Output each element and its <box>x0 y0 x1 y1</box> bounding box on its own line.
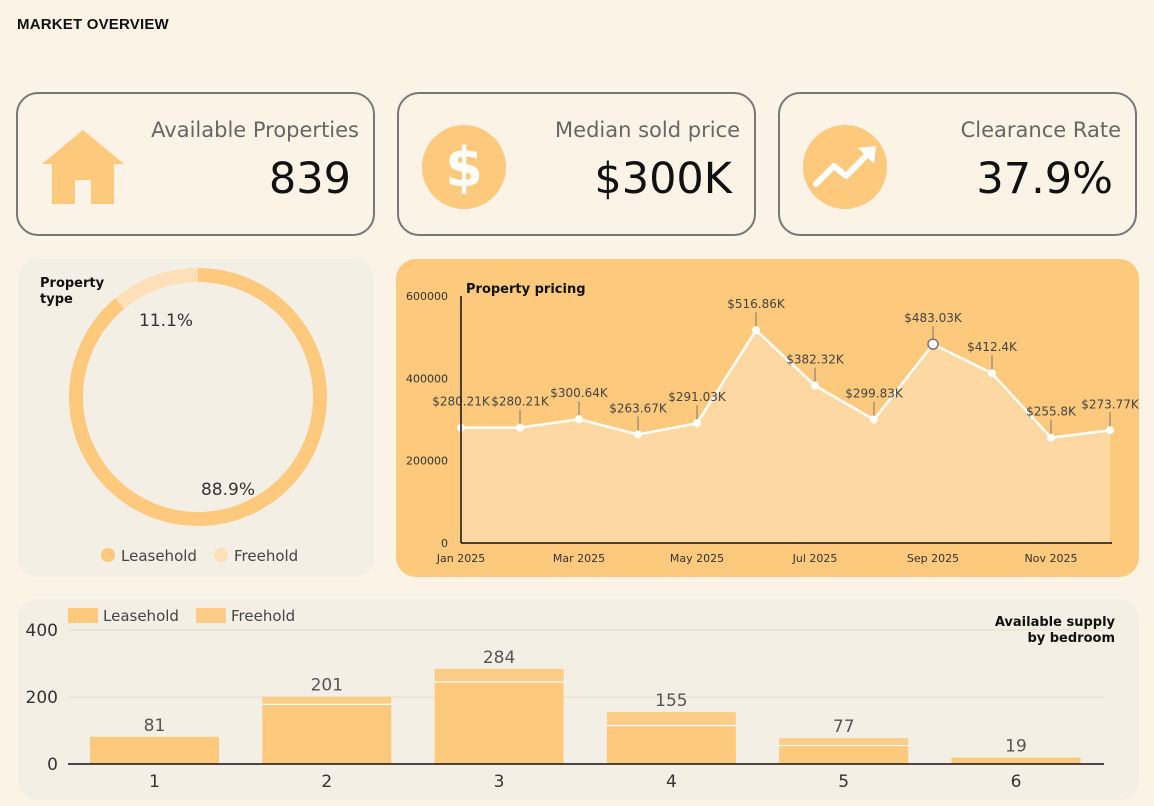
y-tick-label: 0 <box>47 755 58 775</box>
pricing-line <box>461 328 1111 440</box>
x-tick-label: May 2025 <box>670 552 724 565</box>
data-label: $280.21K <box>491 395 550 409</box>
legend-swatch-leasehold <box>101 548 115 562</box>
legend-swatch-leasehold <box>68 608 98 623</box>
dollar-icon: $ <box>422 125 506 209</box>
y-tick-label: 0 <box>441 537 448 550</box>
property-type-panel: Property type 88.9% 11.1% Leasehold Free… <box>18 259 374 577</box>
bar-freehold[interactable] <box>779 738 909 746</box>
legend-swatch-freehold <box>196 608 226 623</box>
bar-leasehold[interactable] <box>434 681 564 764</box>
legend-swatch-freehold <box>214 548 228 562</box>
x-tick-label: Jan 2025 <box>436 552 485 565</box>
supply-by-bedroom-panel: Leasehold Freehold Available supply by b… <box>18 599 1139 800</box>
data-point[interactable] <box>1047 433 1055 442</box>
data-point[interactable] <box>575 415 583 424</box>
data-label: $300.64K <box>550 386 609 400</box>
data-label: $299.83K <box>845 387 904 401</box>
x-tick-label: 4 <box>666 772 677 792</box>
kpi-label: Available Properties <box>151 118 359 142</box>
slice-label-freehold: 11.1% <box>139 311 193 331</box>
data-label: $483.03K <box>904 311 963 325</box>
bar-total-label: 77 <box>833 717 855 737</box>
svg-text:$: $ <box>445 136 483 199</box>
trending-up-icon <box>803 125 887 209</box>
data-point[interactable] <box>988 369 996 378</box>
kpi-card-median-sold-price: $ Median sold price $300K <box>397 92 756 236</box>
bar-total-label: 201 <box>311 676 343 696</box>
donut-slice-leasehold <box>69 268 327 526</box>
bar-leasehold[interactable] <box>90 736 219 764</box>
data-label: $412.4K <box>967 340 1018 354</box>
house-icon <box>42 130 124 204</box>
chart-title: Available supply <box>995 615 1116 630</box>
data-point[interactable] <box>870 415 878 424</box>
kpi-label: Clearance Rate <box>960 118 1121 142</box>
bar-leasehold[interactable] <box>262 704 392 764</box>
chart-title: Property pricing <box>466 282 586 297</box>
data-point[interactable] <box>752 326 760 335</box>
data-label: $263.67K <box>609 401 668 415</box>
chart-title: Property <box>40 276 105 291</box>
page-title: MARKET OVERVIEW <box>17 16 169 33</box>
y-tick-label: 200000 <box>406 455 448 468</box>
data-label: $516.86K <box>727 297 786 311</box>
x-tick-label: 5 <box>838 772 849 792</box>
property-pricing-panel: Property pricing 0 200000 400000 600000 Jan… <box>396 259 1139 577</box>
x-tick-label: 3 <box>494 772 505 792</box>
data-point[interactable] <box>634 430 642 439</box>
legend-label-freehold: Freehold <box>231 607 295 625</box>
bar-freehold[interactable] <box>434 668 564 682</box>
data-point[interactable] <box>693 419 701 428</box>
data-label: $255.8K <box>1026 405 1077 419</box>
bar-freehold[interactable] <box>606 712 736 726</box>
data-point[interactable] <box>927 338 939 350</box>
x-tick-label: Nov 2025 <box>1025 552 1078 565</box>
donut-slice-freehold <box>115 268 199 309</box>
kpi-value: 37.9% <box>976 154 1113 204</box>
y-tick-label: 200 <box>26 688 58 708</box>
bar-freehold[interactable] <box>262 696 392 705</box>
bar-total-label: 284 <box>483 648 515 668</box>
data-label: $382.32K <box>786 353 845 367</box>
property-type-chart: Property type 88.9% 11.1% Leasehold Free… <box>40 268 327 565</box>
bar-leasehold[interactable] <box>606 725 736 764</box>
legend-label-leasehold: Leasehold <box>121 547 197 565</box>
chart-title: type <box>40 292 73 307</box>
kpi-card-available-properties: Available Properties 839 <box>16 92 375 236</box>
kpi-card-clearance-rate: Clearance Rate 37.9% <box>778 92 1137 236</box>
bar-leasehold[interactable] <box>951 757 1081 764</box>
x-tick-label: 2 <box>321 772 332 792</box>
property-pricing-chart: Property pricing 0 200000 400000 600000 Jan… <box>406 282 1139 565</box>
x-tick-label: Jul 2025 <box>792 552 838 565</box>
x-tick-label: Sep 2025 <box>907 552 959 565</box>
x-tick-label: 6 <box>1011 772 1022 792</box>
supply-by-bedroom-chart: Leasehold Freehold Available supply by b… <box>26 607 1116 792</box>
legend-label-leasehold: Leasehold <box>103 607 179 625</box>
data-label: $291.03K <box>668 390 727 404</box>
kpi-value: 839 <box>268 154 351 204</box>
slice-label-leasehold: 88.9% <box>201 480 255 500</box>
pricing-area <box>461 330 1110 543</box>
kpi-label: Median sold price <box>555 118 740 142</box>
y-tick-label: 600000 <box>406 290 448 303</box>
y-tick-label: 400 <box>26 621 58 641</box>
kpi-value: $300K <box>594 154 732 204</box>
y-tick-label: 400000 <box>406 372 448 385</box>
x-tick-label: 1 <box>149 772 160 792</box>
x-tick-label: Mar 2025 <box>553 552 605 565</box>
data-point[interactable] <box>1106 426 1114 435</box>
data-point[interactable] <box>811 381 819 390</box>
bar-total-label: 19 <box>1005 737 1027 757</box>
bar-leasehold[interactable] <box>779 745 909 764</box>
bar-total-label: 155 <box>655 691 687 711</box>
data-label: $273.77K <box>1081 397 1139 411</box>
legend-label-freehold: Freehold <box>234 547 298 565</box>
chart-title: by bedroom <box>1027 631 1115 646</box>
bar-total-label: 81 <box>144 716 166 736</box>
data-point[interactable] <box>516 423 524 432</box>
